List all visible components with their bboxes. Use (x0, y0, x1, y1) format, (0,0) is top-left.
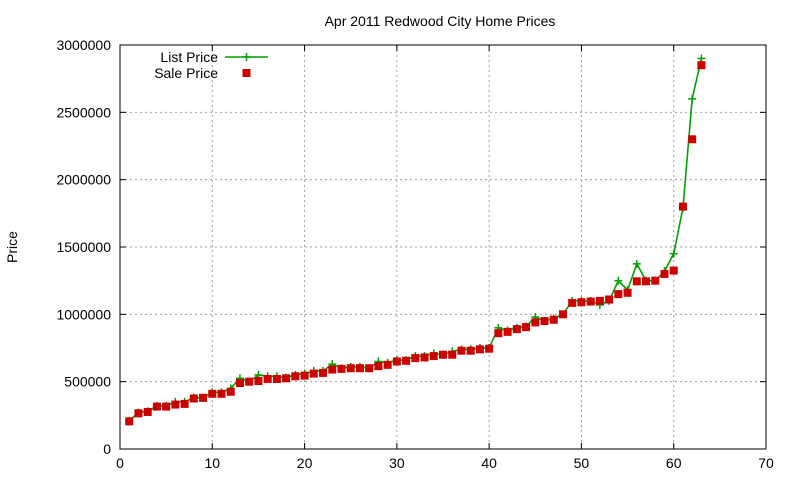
sale-price-point (319, 368, 328, 377)
sale-price-point (365, 364, 374, 373)
sale-price-point (411, 354, 420, 363)
y-tick-label: 1500000 (56, 239, 111, 255)
legend-marker-list-price (242, 53, 251, 61)
y-tick-label: 2500000 (56, 104, 111, 120)
sale-price-point (586, 297, 595, 306)
sale-price-point (632, 277, 641, 286)
sale-price-point (328, 365, 337, 374)
sale-price-point (651, 276, 660, 285)
sale-price-point (383, 360, 392, 369)
list-price-point (669, 249, 678, 258)
grid-lines (120, 45, 766, 449)
sale-price-point (577, 298, 586, 307)
list-price-point (632, 259, 641, 268)
sale-price-point (263, 374, 272, 383)
sale-price-point (189, 394, 198, 403)
sale-price-point (171, 400, 180, 409)
y-tick-label: 2000000 (56, 172, 111, 188)
sale-price-point (540, 317, 549, 326)
sale-price-point (125, 417, 134, 426)
y-tick-label: 3000000 (56, 37, 111, 53)
sale-price-point (697, 61, 706, 70)
sale-price-point (346, 364, 355, 373)
sale-price-point (549, 315, 558, 324)
sale-price-point (134, 409, 143, 418)
y-tick-label: 0 (103, 441, 111, 457)
x-tick-label: 60 (666, 455, 682, 471)
sale-price-point (254, 376, 263, 385)
sale-price-point (245, 377, 254, 386)
sale-price-point (531, 318, 540, 327)
sale-price-point (466, 346, 475, 355)
sale-price-point (355, 364, 364, 373)
list-price-point (697, 54, 706, 63)
sale-price-point (217, 389, 226, 398)
x-tick-label: 0 (116, 455, 124, 471)
sale-price-point (642, 277, 651, 286)
sale-price-point (688, 135, 697, 144)
sale-price-point (226, 387, 235, 396)
x-tick-label: 10 (204, 455, 220, 471)
sale-price-point (522, 323, 531, 332)
sale-price-point (558, 310, 567, 319)
sale-price-point (605, 295, 614, 304)
y-axis-label: Price (4, 231, 20, 263)
y-tick-label: 1000000 (56, 306, 111, 322)
sale-price-point (485, 344, 494, 353)
x-tick-label: 30 (389, 455, 405, 471)
sale-price-point (291, 372, 300, 381)
x-tick-label: 20 (297, 455, 313, 471)
sale-price-point (475, 345, 484, 354)
sale-price-point (494, 329, 503, 338)
sale-price-point (199, 393, 208, 402)
sale-price-point (669, 266, 678, 275)
sale-price-point (152, 402, 161, 411)
sale-price-point (392, 357, 401, 366)
sale-price-point (235, 379, 244, 388)
sale-price-series (125, 61, 706, 426)
sale-price-point (272, 374, 281, 383)
sale-price-point (457, 346, 466, 355)
sale-price-point (623, 288, 632, 297)
list-price-point (614, 276, 623, 285)
sale-price-point (208, 389, 217, 398)
sale-price-point (420, 353, 429, 362)
sale-price-point (300, 371, 309, 380)
sale-price-point (568, 298, 577, 307)
sale-price-point (512, 325, 521, 334)
sale-price-point (448, 350, 457, 359)
sale-price-point (503, 327, 512, 336)
sale-price-point (439, 350, 447, 359)
sale-price-point (595, 296, 604, 305)
x-tick-label: 70 (758, 455, 774, 471)
axis-ticks: 0 10 20 30 40 50 60 70 0 500000 1000000 1500000 2000… (56, 37, 774, 471)
legend-label-sale-price: Sale Price (154, 65, 218, 81)
series-layer (125, 54, 706, 426)
y-tick-label: 500000 (64, 374, 111, 390)
sale-price-point (402, 356, 411, 365)
sale-price-point (429, 352, 438, 361)
sale-price-point (180, 399, 189, 408)
sale-price-point (678, 202, 687, 211)
list-price-point (688, 94, 697, 103)
legend-label-list-price: List Price (160, 49, 218, 65)
x-tick-label: 50 (574, 455, 590, 471)
sale-price-point (337, 364, 346, 373)
sale-price-point (374, 362, 383, 371)
sale-price-point (309, 369, 318, 378)
sale-price-point (282, 374, 291, 383)
sale-price-point (614, 290, 623, 299)
sale-price-point (660, 269, 669, 278)
chart-title: Apr 2011 Redwood City Home Prices (325, 13, 556, 29)
legend-marker-sale-price (242, 69, 251, 77)
sale-price-point (162, 402, 171, 411)
x-tick-label: 40 (481, 455, 497, 471)
sale-price-point (143, 407, 152, 416)
